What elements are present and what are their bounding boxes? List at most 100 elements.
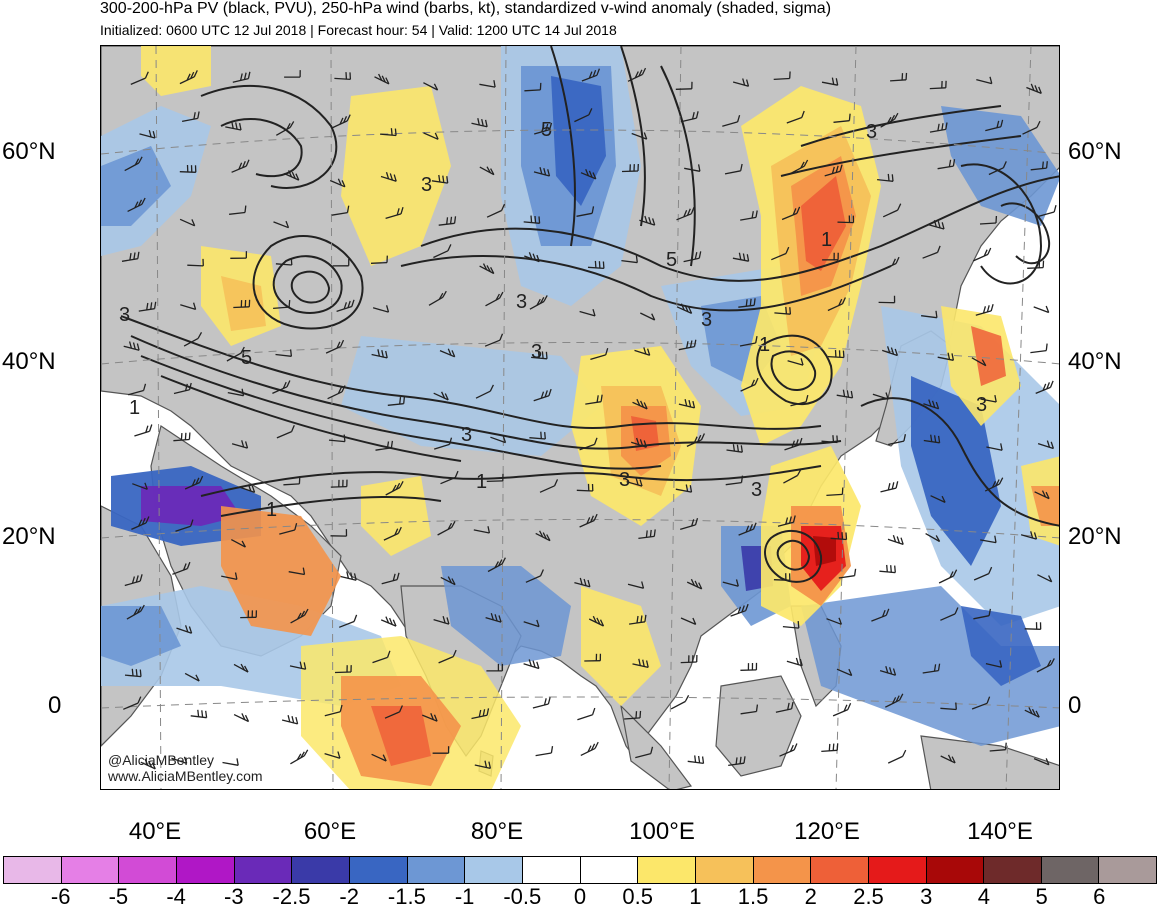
wind-barb — [887, 755, 903, 764]
wind-barb-flag — [540, 391, 545, 399]
wind-barb-flag — [137, 696, 142, 704]
wind-barb-flag — [490, 613, 494, 621]
wind-barb-flag — [442, 616, 446, 624]
wind-barb-flag — [933, 664, 937, 672]
pv-contour-label: 3 — [751, 479, 762, 501]
wind-barb — [221, 575, 238, 581]
colorbar-swatch — [811, 857, 869, 883]
wind-barb — [923, 403, 939, 410]
wind-barb-flag — [286, 122, 291, 130]
wind-barb-flag — [646, 348, 651, 356]
wind-barb — [1030, 167, 1047, 171]
wind-barb-flag — [452, 649, 457, 657]
wind-barb-flag — [244, 205, 247, 213]
wind-barb-flag — [197, 709, 200, 717]
wind-barb-flag — [831, 166, 835, 174]
wind-barb-flag — [893, 112, 899, 120]
wind-barb-flag — [238, 162, 243, 170]
wind-barb-flag — [903, 434, 907, 442]
wind-barb-flag — [186, 561, 191, 569]
wind-barb-flag — [542, 532, 547, 540]
wind-barb-flag — [930, 434, 933, 442]
wind-barb-flag — [791, 440, 796, 448]
wind-barb-flag — [1045, 491, 1050, 499]
wind-barb-flag — [337, 386, 342, 394]
wind-barb-flag — [936, 245, 941, 253]
wind-barb-flag — [148, 424, 153, 432]
wind-barb-flag — [755, 210, 758, 218]
wind-barb-flag — [135, 669, 138, 677]
wind-barb — [787, 360, 804, 366]
wind-barb-flag — [197, 111, 200, 119]
wind-barb — [640, 312, 655, 321]
wind-barb — [239, 486, 255, 494]
wind-barb-flag — [486, 166, 491, 174]
colorbar-swatch — [926, 857, 985, 883]
pv-contour-label: 1 — [759, 334, 770, 356]
wind-barb-flag — [587, 579, 591, 587]
wind-barb — [288, 571, 305, 576]
wind-barb-flag — [643, 440, 648, 448]
wind-barb-flag — [385, 616, 390, 624]
wind-barb-flag — [1046, 440, 1051, 448]
wind-barb-flag — [799, 437, 803, 446]
wind-barb-flag — [186, 73, 191, 81]
wind-barb-flag — [736, 115, 741, 123]
wind-barb-flag — [680, 303, 685, 311]
wind-barb — [273, 306, 290, 310]
wind-barb-flag — [488, 761, 492, 769]
colorbar-swatch — [1041, 857, 1100, 883]
wind-barb-flag — [1033, 532, 1038, 540]
wind-barb — [385, 486, 401, 496]
colorbar-label: 2 — [804, 884, 817, 909]
wind-barb — [882, 209, 898, 218]
wind-barb-flag — [651, 313, 656, 321]
wind-barb-flag — [291, 716, 295, 724]
wind-barb-flag — [442, 175, 445, 183]
wind-barb-flag — [386, 441, 390, 449]
colorbar-swatch — [1099, 857, 1157, 883]
wind-barb-flag — [353, 573, 357, 581]
wind-barb-flag — [351, 299, 355, 307]
wind-barb — [925, 533, 940, 543]
wind-barb-flag — [247, 484, 252, 492]
wind-barb-flag — [447, 348, 452, 356]
wind-barb — [124, 674, 142, 678]
wind-barb-flag — [441, 391, 446, 399]
wind-barb-flag — [239, 73, 243, 81]
wind-barb-flag — [148, 130, 152, 138]
wind-barb — [632, 663, 649, 669]
wind-barb-flag — [948, 159, 952, 167]
wind-barb-flag — [896, 536, 901, 544]
wind-barb-flag — [743, 756, 746, 764]
wind-barb-flag — [697, 434, 702, 442]
wind-barb-flag — [899, 693, 904, 701]
wind-barb-flag — [891, 258, 896, 266]
wind-barb-flag — [138, 519, 143, 527]
wind-barb — [273, 221, 289, 229]
wind-barb-flag — [382, 754, 387, 762]
wind-barb-flag — [983, 249, 988, 257]
wind-barb-flag — [941, 123, 944, 131]
wind-barb-flag — [639, 439, 644, 447]
wind-barb — [123, 345, 140, 351]
wind-barb-flag — [634, 71, 639, 79]
wind-barb — [872, 393, 889, 400]
wind-barb-flag — [935, 310, 938, 318]
colorbar-label: -1 — [454, 884, 475, 909]
wind-barb — [485, 297, 500, 307]
wind-barb — [138, 308, 155, 312]
wind-barb — [576, 212, 593, 217]
wind-barb-flag — [592, 69, 597, 77]
wind-barb-flag — [447, 244, 452, 252]
wind-barb-flag — [541, 351, 544, 359]
wind-barb-flag — [639, 710, 642, 718]
wind-barb — [1038, 211, 1055, 217]
wind-barb-flag — [392, 484, 397, 492]
wind-barb-flag — [643, 132, 648, 140]
wind-barb-flag — [190, 71, 195, 79]
wind-barb-flag — [289, 349, 293, 357]
wind-barb-flag — [341, 180, 346, 188]
wind-barb — [985, 662, 1002, 668]
wind-barb-flag — [941, 495, 946, 503]
